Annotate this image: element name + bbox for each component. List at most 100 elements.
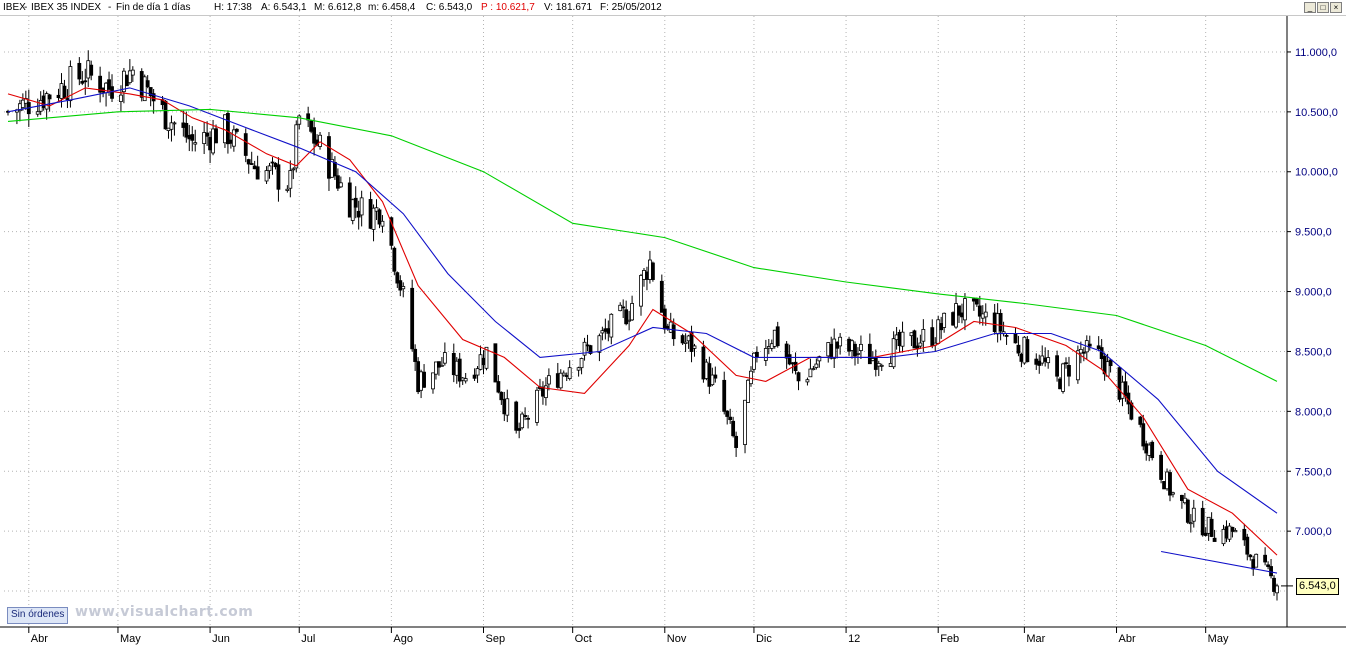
candlestick-chart[interactable]: 11.000,0 10.500,0 10.000,0 9.500,0 9.000,0 8.…: [0, 16, 1346, 647]
candle-up: [561, 372, 566, 376]
minimize-button[interactable]: _: [1304, 2, 1316, 13]
candle-down: [555, 373, 560, 388]
orders-button[interactable]: Sin órdenes: [7, 607, 69, 624]
candle-up: [267, 165, 272, 172]
candle-down: [410, 287, 415, 350]
ma-slow-line: [7, 108, 1278, 382]
low-readout: m: 6.458,4: [368, 2, 416, 13]
candle-down: [835, 341, 840, 349]
candle-down: [1037, 360, 1042, 366]
candle-up: [419, 371, 423, 391]
candle-down: [606, 328, 611, 334]
y-tick-label: 7.500,0: [1295, 466, 1332, 478]
y-tick-label: 11.000,0: [1295, 47, 1337, 59]
candle-down: [659, 280, 664, 313]
candle-down: [1251, 559, 1256, 570]
candle-down: [829, 343, 834, 359]
period-label: Fin de día 1 días: [116, 2, 191, 13]
candle-up: [870, 358, 875, 361]
candle-up: [297, 115, 302, 125]
instrument-name: IBEX 35 INDEX: [31, 2, 102, 13]
candle-down: [728, 416, 733, 421]
candle-down: [992, 312, 997, 332]
candle-down: [124, 75, 129, 87]
candle-down: [1185, 499, 1190, 523]
candle-down: [1016, 344, 1021, 354]
candle-up: [918, 342, 923, 347]
candle-up: [894, 334, 899, 341]
candle-down: [139, 71, 144, 98]
candle-up: [431, 372, 435, 390]
candle-up: [1075, 350, 1080, 381]
candle-up: [338, 182, 343, 188]
candle-down: [775, 326, 780, 347]
candle-down: [389, 217, 394, 246]
candle-down: [707, 363, 712, 387]
candle-up: [811, 368, 816, 371]
x-tick-label: Feb: [940, 633, 959, 645]
candle-up: [766, 346, 771, 349]
candle-down: [234, 128, 239, 132]
candle-up: [627, 319, 632, 322]
candle-down: [377, 209, 382, 225]
candle-up: [166, 127, 171, 132]
candle-down: [1108, 359, 1113, 367]
candle-down: [1144, 443, 1149, 454]
candle-down: [588, 345, 593, 354]
candle-up: [609, 313, 614, 338]
candle-up: [1254, 553, 1259, 568]
candle-down: [89, 64, 94, 76]
candle-down: [1058, 378, 1062, 390]
candle-up: [597, 335, 602, 353]
candle-down: [701, 346, 706, 380]
candle-up: [805, 379, 810, 383]
candle-up: [1046, 357, 1051, 364]
candle-up: [936, 319, 941, 344]
candle-up: [460, 377, 465, 381]
candle-down: [662, 308, 667, 330]
candle-up: [172, 122, 177, 125]
candle-up: [710, 374, 715, 386]
candle-up: [505, 398, 510, 416]
candle-up: [285, 188, 290, 191]
x-tick-label: Mar: [1026, 633, 1045, 645]
candle-down: [1272, 577, 1276, 592]
candle-down: [1019, 353, 1024, 362]
candle-up: [582, 341, 587, 356]
candle-down: [974, 298, 979, 305]
title-separator: -: [24, 2, 28, 13]
candle-down: [1266, 564, 1270, 567]
candle-down: [680, 335, 685, 344]
volume-readout: V: 181.671: [544, 2, 593, 13]
ma-mid-line: [7, 87, 1278, 514]
candle-down: [897, 332, 902, 347]
candle-down: [517, 428, 522, 431]
candle-up: [475, 368, 480, 376]
candle-down: [309, 120, 314, 132]
candle-up: [817, 356, 822, 362]
candle-down: [1269, 566, 1273, 577]
candle-up: [668, 321, 673, 333]
candle-down: [1245, 536, 1250, 555]
candle-down: [437, 361, 441, 368]
x-tick-label: Oct: [575, 633, 592, 645]
candle-down: [1150, 441, 1155, 459]
candle-up: [567, 367, 572, 380]
candle-down: [422, 371, 426, 388]
candle-up: [963, 298, 967, 321]
candle-down: [1138, 416, 1143, 425]
candle-up: [350, 199, 355, 221]
candle-down: [1034, 358, 1039, 365]
close-button[interactable]: ×: [1330, 2, 1342, 13]
previous-readout: P : 10.621,7: [481, 2, 535, 13]
maximize-button[interactable]: □: [1317, 2, 1329, 13]
candle-down: [1248, 554, 1253, 558]
candle-down: [413, 348, 418, 362]
candle-up: [921, 329, 926, 342]
y-tick-label: 7.000,0: [1295, 526, 1332, 538]
candle-down: [1081, 351, 1086, 354]
candle-down: [1212, 537, 1217, 542]
candle-up: [1171, 492, 1175, 495]
x-tick-label: May: [120, 633, 141, 645]
candle-down: [208, 137, 212, 151]
